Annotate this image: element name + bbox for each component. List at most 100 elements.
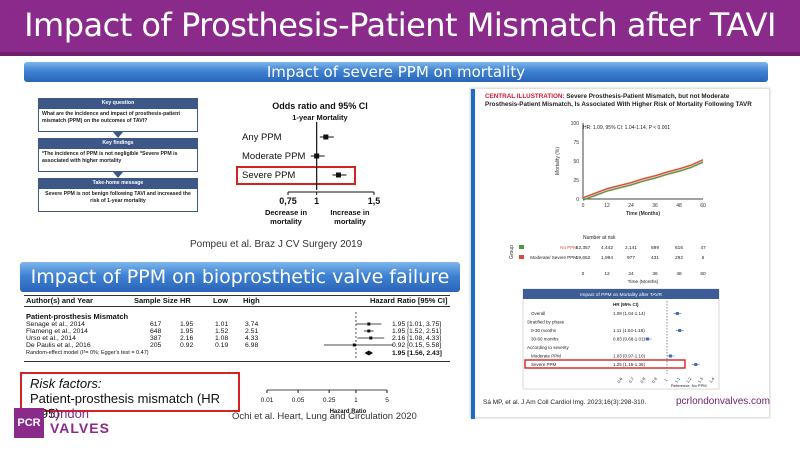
key-findings-text: *The incidence of PPM is not negligible … — [38, 148, 198, 172]
x-axis-title: Time (Months) — [626, 211, 660, 217]
group-name: No PPM — [560, 245, 577, 250]
tick-label: 0,75 — [279, 196, 297, 206]
x-tick-label: 60 — [700, 203, 706, 209]
central-heading-label: CENTRAL ILLUSTRATION: — [485, 93, 565, 100]
forest-tick-label: 0.8 — [639, 376, 647, 384]
central-citation: Sá MP, et al. J Am Coll Cardiol Img. 202… — [483, 399, 646, 406]
risk-count: 977 — [627, 255, 635, 261]
study-low: 1.01 — [215, 321, 229, 328]
central-illustration: CENTRAL ILLUSTRATION: Severe Prosthesis-… — [470, 88, 770, 419]
forest-tick-label: 1 — [663, 377, 669, 382]
tick-label: 0.25 — [323, 397, 336, 404]
y-tick-label: 50 — [573, 159, 579, 165]
forest-tick-label: 0.9 — [651, 376, 659, 384]
study-hr: 0.92 — [180, 342, 194, 349]
point-marker — [314, 153, 320, 159]
group-label: Patient-prosthesis Mismatch — [26, 312, 129, 321]
tick-label: 1,5 — [368, 196, 381, 206]
number-at-risk-label: Number at risk — [583, 235, 616, 241]
forest-row-label: Moderate PPM — [531, 354, 561, 359]
forest-row-label: Stratified by phase — [527, 320, 565, 325]
take-home-header: Take-home message — [38, 178, 198, 188]
study-marker — [367, 329, 371, 333]
tick-label: 0.01 — [261, 397, 274, 404]
axis-label-decrease: Decrease in mortality — [264, 208, 308, 226]
hr-annotation: HR: 1.09, 95% CI: 1.04-1.14, P < 0.001 — [583, 125, 670, 131]
study-author: Senage et al., 2014 — [26, 321, 85, 328]
banner-valve-failure: Impact of PPM on bioprosthetic valve fai… — [20, 262, 460, 292]
ppm-curve — [582, 159, 704, 199]
banner-severe-ppm: Impact of severe PPM on mortality — [24, 62, 768, 82]
website-link[interactable]: pcrlondonvalves.com — [676, 396, 770, 407]
study-n: 387 — [150, 335, 162, 342]
y-axis-label: Mortality (%) — [555, 147, 561, 175]
no-ppm-curve — [582, 161, 704, 201]
ochi-citation: Ochi et al. Heart, Lung and Circulation … — [232, 411, 417, 422]
tick-label: 0.05 — [292, 397, 305, 404]
x-tick-label: 0 — [582, 203, 585, 209]
y-tick-label: 75 — [573, 140, 579, 146]
forest-marker — [675, 312, 679, 315]
study-ci: 1.95 [1.52, 2.51] — [392, 328, 442, 335]
forest-row-value: 1.03 (0.97-1.10) — [613, 354, 646, 359]
row-label-any-ppm: Any PPM — [242, 132, 282, 143]
severe-ppm-highlight — [236, 166, 356, 185]
risk-count: 47 — [700, 245, 706, 251]
pooled-ci: 1.95 [1.56, 2.43] — [392, 350, 442, 357]
central-heading: CENTRAL ILLUSTRATION: Severe Prosthesis-… — [485, 93, 765, 109]
study-high: 2.51 — [245, 328, 259, 335]
forest-row-label: 0-30 months — [531, 328, 557, 333]
x-tick-label: 48 — [676, 203, 682, 209]
col-header-hr-ci: Hazard Ratio [95% CI] — [370, 296, 448, 305]
risk-factors-title: Risk factors: — [30, 376, 102, 391]
risk-count: 899 — [651, 245, 659, 251]
group-label: Group — [509, 245, 515, 259]
risk-count: 292 — [675, 255, 683, 261]
study-author: De Paulis et al., 2016 — [26, 342, 91, 349]
tick-label: 1 — [314, 196, 319, 206]
y-tick-label: 0 — [576, 197, 579, 203]
study-hr: 1.95 — [180, 328, 194, 335]
study-low: 0.19 — [215, 342, 229, 349]
title-band: Impact of Prosthesis-Patient Mismatch af… — [0, 0, 800, 56]
risk-count: 1,994 — [601, 255, 613, 261]
study-low: 1.08 — [215, 335, 229, 342]
risk-count: 62,357 — [576, 245, 591, 251]
pcr-logo: PCR — [14, 408, 44, 438]
study-high: 3.74 — [245, 321, 259, 328]
slide-title: Impact of Prosthesis-Patient Mismatch af… — [24, 6, 776, 44]
x-tick-label: 60 — [700, 271, 706, 277]
study-high: 6.98 — [245, 342, 259, 349]
forest-title: Impact of PPM on Mortality after TAVR — [580, 292, 662, 298]
x-tick-label: 0 — [582, 271, 585, 277]
table-header-rule — [24, 306, 450, 307]
study-author: Urso et al., 2014 — [26, 335, 76, 342]
forest-tick-label: 1.3 — [697, 376, 705, 384]
forest-tick-label: 1.2 — [685, 376, 693, 384]
take-home-text: Severe PPM is not benign following TAVI … — [38, 188, 198, 212]
study-hr: 2.16 — [180, 335, 194, 342]
y-tick-label: 100 — [571, 121, 580, 127]
forest-row-label: 30-60 months — [531, 337, 559, 342]
study-ci: 0.92 [0.15, 5.58] — [392, 342, 442, 349]
col-header-hr: HR — [180, 296, 191, 305]
study-hr: 1.95 — [180, 321, 194, 328]
risk-count: 19,652 — [576, 255, 591, 261]
pompeu-summary: Key question What are the incidence and … — [38, 98, 198, 212]
ochi-forest-plot: 0.01 0.05 0.25 1 5 Hazard Ratio — [261, 312, 394, 415]
forest-row-value: 0.83 (0.68-1.01) — [613, 337, 646, 342]
study-ci: 1.95 [1.01, 3.75] — [392, 321, 442, 328]
forest-marker — [678, 329, 682, 332]
severe-ppm-highlight — [524, 359, 686, 369]
table-top-rule — [24, 295, 450, 296]
accent-bar — [471, 89, 475, 419]
col-header-sample: Sample Size — [134, 296, 178, 305]
risk-count: 616 — [675, 245, 683, 251]
study-marker — [367, 322, 371, 326]
col-header-high: High — [243, 296, 260, 305]
forest-tick-label: 1.4 — [708, 376, 716, 384]
forest-row-value: 1.25 (1.15-1.36) — [613, 362, 646, 367]
pompeu-forest-plot: 0,75 1 1,5 — [279, 122, 381, 206]
central-figure: HR: 1.09, 95% CI: 1.04-1.14, P < 0.001 0 2… — [483, 121, 720, 406]
x-tick-label: 48 — [676, 271, 682, 277]
